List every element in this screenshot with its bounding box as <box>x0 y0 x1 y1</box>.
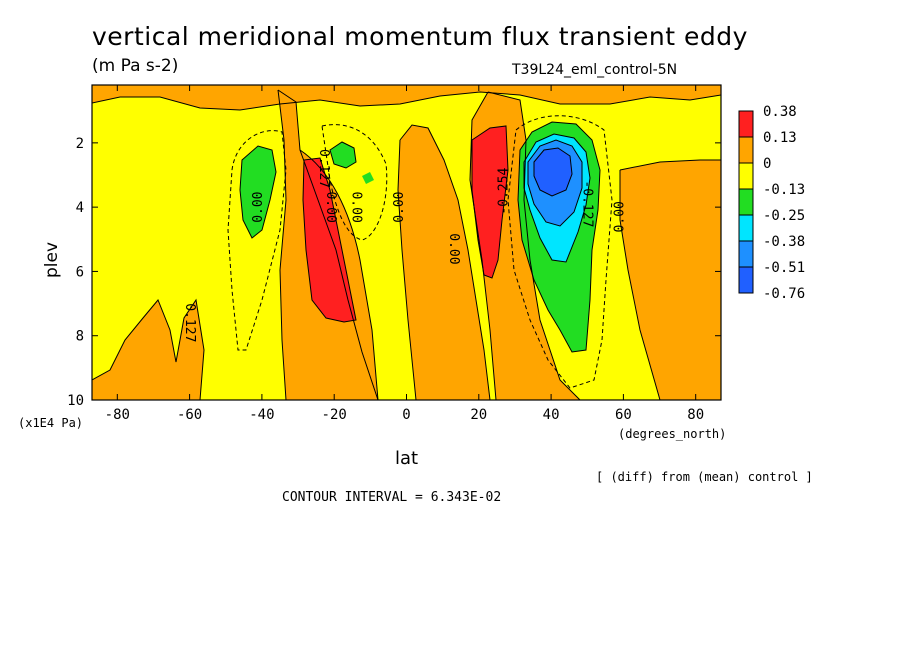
colorbar-label: -0.51 <box>763 260 805 276</box>
diff-annotation: [ (diff) from (mean) control ] <box>596 470 813 484</box>
contour-zero-top <box>92 91 721 111</box>
x-axis: -80 -60 -40 -20 0 20 40 60 80 <box>105 85 704 423</box>
x-tick-label: 0 <box>402 407 410 423</box>
colorbar-label: 0.38 <box>763 104 797 120</box>
colorbar-swatch <box>738 188 754 216</box>
y-tick-label: 6 <box>76 264 84 280</box>
x-tick-label: -40 <box>249 407 274 423</box>
contour-neg-north <box>517 121 601 353</box>
colorbar: 0.38 0.13 0 -0.13 -0.25 -0.38 -0.51 -0.76 <box>738 104 805 302</box>
contour-label: 0.00 <box>323 191 338 222</box>
contour-label: 0.127 <box>182 303 197 342</box>
x-tick-label: 40 <box>543 407 560 423</box>
contour-max-south <box>302 157 357 323</box>
contour-zero-central-b <box>397 139 417 400</box>
contour-label: -0.127 <box>580 180 595 227</box>
contour-zero-north <box>487 91 581 400</box>
contour-label: 0.127 <box>316 149 331 188</box>
contour-neg-north-4 <box>533 147 573 197</box>
positive-region-southpole <box>92 300 204 400</box>
run-name: T39L24_eml_control-5N <box>512 62 678 78</box>
colorbar-swatch <box>738 110 754 138</box>
contour-label: 0.00 <box>392 191 407 222</box>
colorbar-label: 0.13 <box>763 130 797 146</box>
contour-label: -0.254 <box>497 167 512 214</box>
contour-zero-southpole <box>92 298 205 400</box>
contour-pos-south <box>299 149 379 400</box>
contour-labels: 0.00 0.00 0.00 0.00 0.00 0.00 0.127 0.127 -0.254… <box>182 149 627 342</box>
y-tick-label: 4 <box>76 200 84 216</box>
colorbar-swatch <box>738 162 754 190</box>
contour-neg-north-2 <box>523 133 591 263</box>
colorbar-swatch <box>738 240 754 268</box>
contour-zero-arctic-b <box>619 170 661 400</box>
contour-zero-central <box>399 124 491 400</box>
colorbar-label: -0.25 <box>763 208 805 224</box>
contour-zero-south <box>277 89 379 400</box>
x-tick-label: 20 <box>470 407 487 423</box>
negative-region-south <box>240 146 276 238</box>
contour-interval: CONTOUR INTERVAL = 6.343E-02 <box>282 490 502 505</box>
x-axis-label: lat <box>395 448 419 469</box>
contour-lines <box>92 89 721 400</box>
contour-label: 0.00 <box>612 201 627 232</box>
colorbar-label: -0.76 <box>763 286 805 302</box>
x-tick-label: -60 <box>177 407 202 423</box>
colorbar-swatch <box>738 214 754 242</box>
colorbar-label: -0.13 <box>763 182 805 198</box>
x-tick-label: 80 <box>687 407 704 423</box>
contour-label: 0.00 <box>348 191 363 222</box>
x-tick-label: -80 <box>105 407 130 423</box>
negative-region-tiny <box>362 172 374 184</box>
max-region-south <box>303 158 356 322</box>
negative-region-north-core <box>534 148 572 196</box>
y-axis: 2 4 6 8 10 <box>67 136 721 409</box>
y-units-note: (x1E4 Pa) <box>18 416 84 430</box>
contour-neg-small <box>329 141 357 169</box>
contour-zero-arctic <box>619 159 721 171</box>
positive-region-arctic <box>620 160 721 400</box>
colorbar-swatch <box>738 266 754 294</box>
contour-zero-south-b <box>277 89 287 400</box>
contour-dashed-south <box>227 130 287 351</box>
contour-label: 0.00 <box>251 191 266 222</box>
colorbar-label: 0 <box>763 156 771 172</box>
y-axis-label: plev <box>42 242 62 278</box>
contour-neg-north-3 <box>527 139 583 227</box>
filled-field <box>92 85 721 400</box>
y-tick-label: 8 <box>76 329 84 345</box>
x-units-note: (degrees_north) <box>618 427 727 441</box>
x-tick-label: -20 <box>322 407 347 423</box>
chart-title: vertical meridional momentum flux transi… <box>92 22 748 51</box>
contour-dashed-central <box>321 124 388 241</box>
chart-units: (m Pa s-2) <box>92 56 179 76</box>
max-region-north <box>472 126 508 278</box>
colorbar-label: -0.38 <box>763 234 805 250</box>
negative-region-small <box>330 142 356 168</box>
positive-region-central <box>398 125 490 400</box>
contour-dashed-north <box>507 115 613 389</box>
contour-neg-south <box>239 145 277 239</box>
contour-max-north <box>471 125 509 279</box>
contour-label: 0.00 <box>446 233 461 264</box>
y-tick-label: 10 <box>67 393 84 409</box>
y-tick-label: 2 <box>76 136 84 152</box>
colorbar-swatch <box>738 136 754 164</box>
x-tick-label: 60 <box>615 407 632 423</box>
